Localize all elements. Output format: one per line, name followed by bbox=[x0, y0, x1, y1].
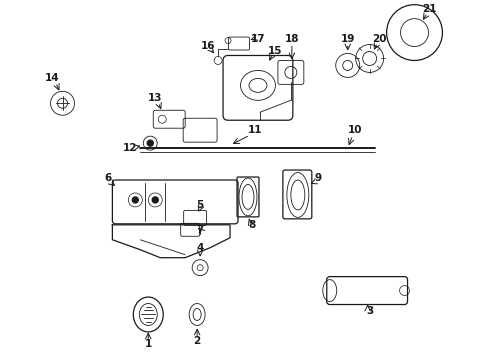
Text: 16: 16 bbox=[201, 41, 215, 50]
Text: 1: 1 bbox=[145, 339, 152, 349]
Text: 7: 7 bbox=[196, 225, 204, 235]
Circle shape bbox=[132, 197, 138, 203]
Circle shape bbox=[152, 197, 158, 203]
Text: 20: 20 bbox=[372, 33, 387, 44]
Text: 17: 17 bbox=[251, 33, 265, 44]
Text: 9: 9 bbox=[314, 173, 321, 183]
Text: 4: 4 bbox=[196, 243, 204, 253]
Text: 19: 19 bbox=[341, 33, 355, 44]
Text: 15: 15 bbox=[268, 45, 282, 55]
Circle shape bbox=[147, 140, 153, 146]
Text: 21: 21 bbox=[422, 4, 437, 14]
Text: 12: 12 bbox=[123, 143, 138, 153]
Text: 2: 2 bbox=[194, 336, 201, 346]
Text: 11: 11 bbox=[248, 125, 262, 135]
Text: 10: 10 bbox=[347, 125, 362, 135]
Text: 8: 8 bbox=[248, 220, 256, 230]
Text: 14: 14 bbox=[45, 73, 60, 84]
Text: 5: 5 bbox=[196, 200, 204, 210]
Text: 18: 18 bbox=[285, 33, 299, 44]
Text: 13: 13 bbox=[148, 93, 163, 103]
Text: 6: 6 bbox=[105, 173, 112, 183]
Text: 3: 3 bbox=[366, 306, 373, 316]
